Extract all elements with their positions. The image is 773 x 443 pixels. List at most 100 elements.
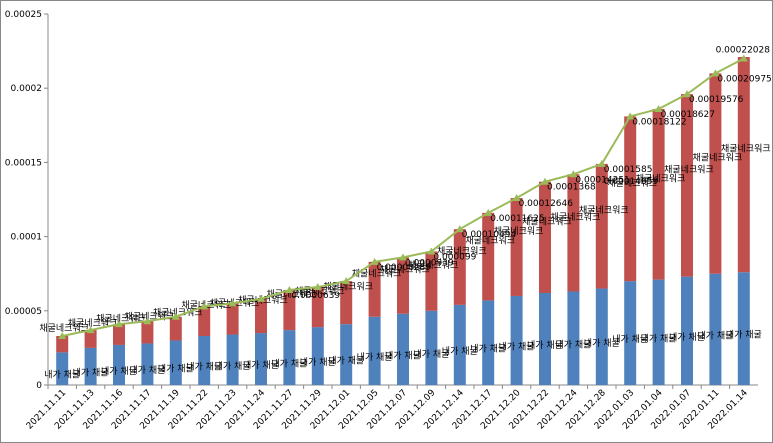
total-line	[58, 54, 748, 340]
bar-mine	[226, 334, 239, 385]
bar-mine-label: 내가 채굴	[584, 338, 620, 349]
bar-mine-label: 내가 채굴	[44, 370, 80, 381]
bar-mine-label: 내가 채굴	[612, 334, 648, 345]
bar-network-label: 채굴네크워크	[323, 282, 373, 293]
total-line-point	[654, 104, 663, 112]
bar-network	[56, 336, 69, 353]
bar-network	[681, 94, 693, 277]
bar-network	[652, 108, 665, 280]
bar-network	[141, 321, 154, 344]
bar-mine	[567, 291, 580, 385]
bar-mine	[255, 333, 267, 385]
bar-mine-label: 내가 채굴	[215, 361, 251, 372]
bar-network-label: 채굴네크워크	[636, 173, 686, 184]
bar-network-label: 채굴네크워크	[267, 289, 317, 300]
y-tick-label: 0.0002	[11, 84, 43, 94]
bar-network-label: 채굴네크워크	[607, 178, 657, 189]
bar-network	[113, 324, 125, 345]
bar-mine-label: 내가 채굴	[385, 350, 421, 361]
y-tick-label: 0	[36, 381, 42, 391]
line-value-label: 0.0001585	[604, 165, 653, 175]
bar-network	[737, 57, 750, 273]
bar-mine-label: 내가 채굴	[300, 357, 336, 368]
bar-network	[84, 330, 97, 348]
line-value-label: 0.00018627	[661, 110, 715, 120]
total-line-point	[285, 286, 294, 294]
total-line-point	[143, 317, 152, 325]
total-line-point	[512, 194, 521, 202]
total-line-point	[370, 257, 379, 265]
bar-mine	[681, 276, 693, 385]
bar-network	[482, 212, 495, 301]
bar-network	[397, 257, 409, 314]
line-value-label: 0.0001368	[547, 183, 596, 193]
bar-mine	[453, 304, 466, 385]
bar-mine	[595, 288, 608, 385]
total-line-point	[342, 277, 351, 285]
bar-mine-label: 내가 채굴	[669, 332, 705, 343]
bar-network	[311, 287, 324, 328]
bar-mine	[141, 343, 154, 385]
line-value-label: 0.00019576	[689, 95, 744, 105]
bar-network-label: 채굴네크워크	[125, 311, 175, 322]
bar-network	[453, 229, 466, 305]
bar-network-label: 채굴네크워크	[409, 260, 459, 271]
total-line-point	[455, 225, 464, 233]
bar-network-label: 채굴네크워크	[721, 144, 771, 155]
bar-mine-label: 내가 채굴	[527, 340, 563, 351]
bar-network-label: 채굴네크워크	[693, 153, 743, 164]
bar-mine-label: 내가 채굴	[555, 339, 591, 350]
bar-mine-label: 내가 채굴	[73, 367, 109, 378]
line-value-label: 0.0000939	[405, 258, 454, 268]
bar-network-label: 채굴네크워크	[494, 226, 544, 237]
line-value-label: 0.00018122	[632, 117, 686, 127]
total-line-point	[541, 177, 549, 185]
bar-network	[709, 73, 722, 274]
total-line-point	[115, 320, 123, 328]
bar-mine	[652, 279, 665, 385]
y-tick-label: 0.00005	[5, 307, 42, 317]
bar-mine-label: 내가 채굴	[726, 330, 762, 341]
bar-network	[539, 181, 551, 293]
bar-network-label: 채굴네크워크	[39, 323, 89, 334]
bar-network	[425, 251, 438, 311]
line-value-label: 0.0000639	[291, 291, 340, 301]
total-line-point	[200, 302, 209, 310]
bar-mine	[113, 344, 125, 385]
bar-mine	[169, 340, 182, 385]
line-value-label: 0.00011625	[490, 214, 544, 224]
total-line-point	[171, 312, 180, 320]
total-line-point	[597, 159, 606, 167]
bar-mine	[56, 352, 69, 385]
total-line-point	[58, 332, 67, 340]
bar-mine-label: 내가 채굴	[697, 330, 733, 341]
bar-network	[226, 303, 239, 335]
bar-network-label: 채굴네크워크	[153, 308, 203, 319]
total-line-point	[626, 112, 635, 120]
total-line-point	[711, 69, 720, 77]
bar-network	[567, 174, 580, 292]
line-value-label: 0.00010494	[462, 230, 517, 240]
total-line-point	[399, 253, 407, 261]
y-tick-label: 0.00015	[5, 158, 42, 168]
bar-network	[595, 163, 608, 289]
bar-mine	[425, 310, 438, 385]
bar-network	[340, 281, 353, 325]
line-value-label-extra: 0.00014859	[604, 177, 659, 187]
bar-network-label: 채굴네크워크	[579, 205, 629, 216]
line-value-label: 0.00008289	[377, 263, 432, 273]
total-line-point	[683, 90, 691, 98]
bar-mine	[624, 281, 637, 385]
bar-mine	[737, 272, 750, 385]
bar-mine-label: 내가 채굴	[243, 360, 279, 371]
bar-mine	[311, 327, 324, 385]
bar-network	[368, 261, 381, 317]
line-value-label: 0.00022028	[716, 46, 771, 56]
bar-mine-label: 내가 채굴	[101, 366, 137, 377]
bar-mine	[397, 313, 409, 385]
bar-network-label: 채굴네크워크	[437, 246, 487, 257]
total-line-point	[257, 294, 265, 302]
bar-mine	[198, 336, 211, 385]
bar-mine	[709, 273, 722, 385]
